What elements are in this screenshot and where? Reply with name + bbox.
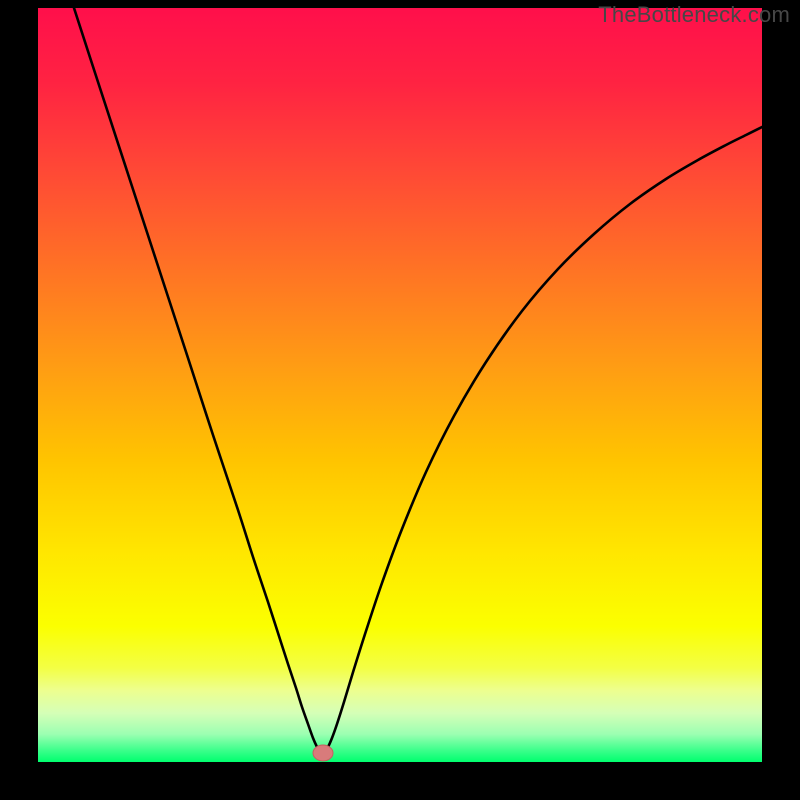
watermark-text: TheBottleneck.com bbox=[598, 2, 790, 28]
plot-area bbox=[38, 8, 762, 762]
bottleneck-curve bbox=[38, 8, 762, 762]
chart-frame: TheBottleneck.com bbox=[0, 0, 800, 800]
minimum-marker bbox=[313, 745, 333, 761]
